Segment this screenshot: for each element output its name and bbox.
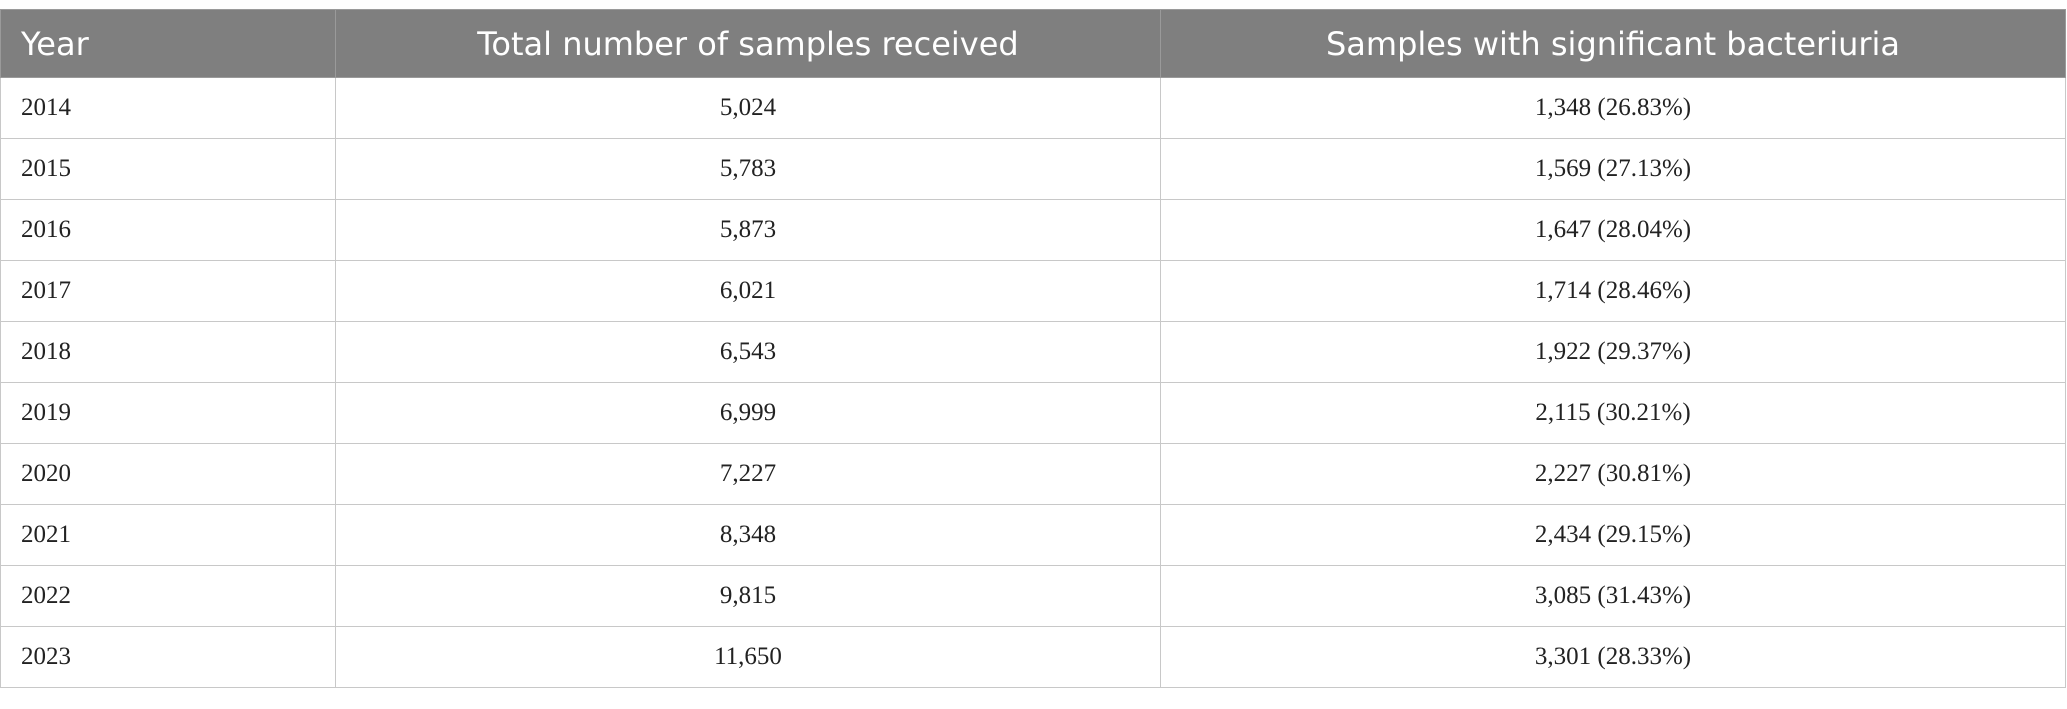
table-cell: 8,348 — [335, 504, 1161, 566]
table-cell: 11,650 — [335, 626, 1161, 688]
table-cell: 2018 — [0, 321, 336, 383]
table-cell: 2023 — [0, 626, 336, 688]
table-cell: 3,301 (28.33%) — [1160, 626, 2066, 688]
table-row: 2014 5,024 1,348 (26.83%) — [0, 77, 2066, 139]
table-cell: 5,783 — [335, 138, 1161, 200]
table-row: 2019 6,999 2,115 (30.21%) — [0, 382, 2066, 444]
table-row: 2023 11,650 3,301 (28.33%) — [0, 626, 2066, 688]
table-cell: 1,714 (28.46%) — [1160, 260, 2066, 322]
table-cell: 7,227 — [335, 443, 1161, 505]
header-cell: Year — [0, 9, 336, 78]
data-table: Year Total number of samples received Samp… — [0, 9, 2066, 688]
table-cell: 1,569 (27.13%) — [1160, 138, 2066, 200]
table-cell: 2020 — [0, 443, 336, 505]
table-row: 2018 6,543 1,922 (29.37%) — [0, 321, 2066, 383]
table-body: 2014 5,024 1,348 (26.83%) 2015 5,783 1,569 (2… — [0, 77, 2066, 688]
header-cell: Samples with significant bacteriuria — [1160, 9, 2066, 78]
table-row: 2015 5,783 1,569 (27.13%) — [0, 138, 2066, 200]
table-cell: 5,873 — [335, 199, 1161, 261]
table-cell: 2014 — [0, 77, 336, 139]
table-row: 2020 7,227 2,227 (30.81%) — [0, 443, 2066, 505]
table-cell: 6,999 — [335, 382, 1161, 444]
header-row: Year Total number of samples received Samp… — [0, 9, 2066, 78]
table-cell: 2016 — [0, 199, 336, 261]
table-cell: 2015 — [0, 138, 336, 200]
table-header: Year Total number of samples received Samp… — [0, 9, 2066, 78]
table-row: 2022 9,815 3,085 (31.43%) — [0, 565, 2066, 627]
table-cell: 1,348 (26.83%) — [1160, 77, 2066, 139]
table-cell: 2017 — [0, 260, 336, 322]
table-cell: 6,543 — [335, 321, 1161, 383]
table-cell: 6,021 — [335, 260, 1161, 322]
table-cell: 2,434 (29.15%) — [1160, 504, 2066, 566]
table-cell: 3,085 (31.43%) — [1160, 565, 2066, 627]
table-cell: 1,647 (28.04%) — [1160, 199, 2066, 261]
table-cell: 2,115 (30.21%) — [1160, 382, 2066, 444]
table-cell: 2021 — [0, 504, 336, 566]
table-row: 2021 8,348 2,434 (29.15%) — [0, 504, 2066, 566]
table-cell: 5,024 — [335, 77, 1161, 139]
table-cell: 2022 — [0, 565, 336, 627]
table-row: 2017 6,021 1,714 (28.46%) — [0, 260, 2066, 322]
table-row: 2016 5,873 1,647 (28.04%) — [0, 199, 2066, 261]
table-cell: 2,227 (30.81%) — [1160, 443, 2066, 505]
table-cell: 9,815 — [335, 565, 1161, 627]
table-cell: 1,922 (29.37%) — [1160, 321, 2066, 383]
table-cell: 2019 — [0, 382, 336, 444]
header-cell: Total number of samples received — [335, 9, 1161, 78]
